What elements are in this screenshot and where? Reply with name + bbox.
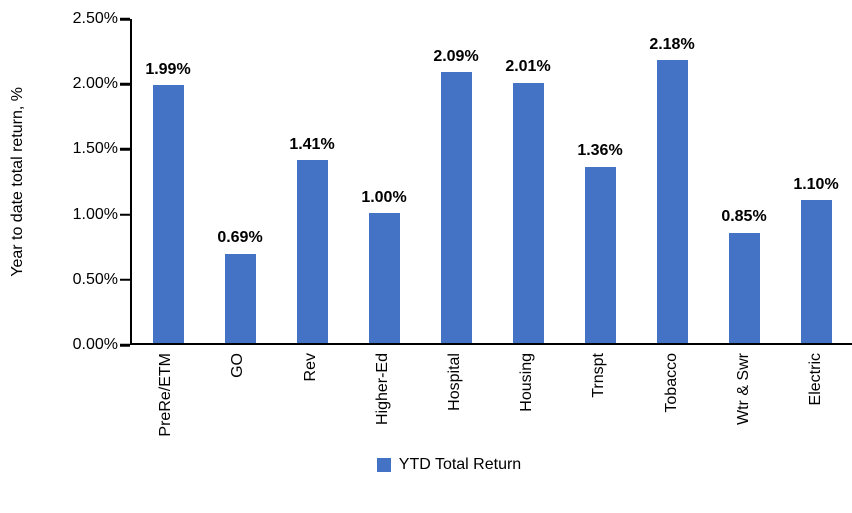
bar [584,166,616,343]
bar-group: 0.85% [708,19,780,343]
y-tick-mark [120,213,130,216]
bar-group: 0.69% [204,19,276,343]
x-label-cell: Housing [491,353,563,412]
y-tick-label: 0.00% [72,336,118,353]
bar-group: 2.09% [420,19,492,343]
x-label-cell: Electric [780,353,852,405]
bar-data-label: 0.69% [217,228,263,246]
bar [656,60,688,343]
bar-group: 1.36% [564,19,636,343]
bar-data-label: 2.18% [649,35,695,53]
y-tick-mark [120,82,130,86]
bar-data-label: 2.01% [505,57,551,75]
y-tick-label: 0.50% [72,270,118,288]
x-label-cell: Rev [274,353,346,381]
y-tick-label: 2.00% [72,75,118,93]
x-label-cell: Tobacco [635,353,707,413]
bar-group: 2.01% [492,19,564,343]
bar [224,253,256,343]
bar-data-label: 0.85% [721,208,767,226]
y-tick-mark [120,148,130,151]
x-category-label: GO [229,353,247,378]
bar-group: 1.00% [348,19,420,343]
bar-data-label: 1.99% [145,60,191,78]
x-axis-labels: PreRe/ETM GO Rev Higher-Ed Hospital Housing Tr… [130,353,852,437]
bar-data-label: 1.41% [289,135,335,153]
legend-label: YTD Total Return [398,456,522,473]
x-category-label: Electric [806,353,824,406]
y-axis-title: Year to date total return, % [9,87,26,277]
bar-data-label: 1.10% [793,175,839,193]
x-category-label: Housing [518,353,536,412]
bar [152,85,184,343]
bars-container: 1.99% 0.69% 1.41% 1.00% 2.09% 2.01% 1.36% 2.18%… [132,19,852,343]
x-category-label: Wtr & Swr [734,353,752,425]
y-axis-title-container: Year to date total return, % [2,19,34,345]
x-label-cell: Trnspt [563,353,635,398]
y-tick-label: 1.50% [72,140,118,158]
bar-group: 1.41% [276,19,348,343]
y-tick-label: 2.50% [72,10,118,27]
bar [296,160,328,343]
x-label-cell: PreRe/ETM [130,353,202,437]
x-category-label: Tobacco [662,353,680,413]
bar-data-label: 2.09% [433,47,479,65]
y-tick-mark [120,343,130,347]
bar-data-label: 1.36% [577,142,623,160]
plot-area: 1.99% 0.69% 1.41% 1.00% 2.09% 2.01% 1.36% 2.18%… [130,19,852,345]
bar [512,82,544,343]
bar-group: 1.99% [132,19,204,343]
y-tick-mark [120,278,130,282]
x-category-label: Trnspt [590,353,608,398]
bar-data-label: 1.00% [361,188,407,206]
bar-group: 2.18% [636,19,708,343]
x-label-cell: Higher-Ed [347,353,419,425]
bar-group: 1.10% [780,19,852,343]
bar [728,232,760,343]
x-category-label: Hospital [445,353,463,411]
x-category-label: Rev [301,353,319,382]
legend-swatch-icon [376,458,391,472]
x-category-label: PreRe/ETM [157,353,175,437]
x-category-label: Higher-Ed [373,353,391,426]
y-tick-mark [120,17,130,21]
bar [368,213,400,343]
legend: YTD Total Return [0,456,852,474]
x-label-cell: Hospital [419,353,491,411]
x-label-cell: Wtr & Swr [708,353,780,425]
bar [800,200,832,343]
bar [440,72,472,343]
y-tick-label: 1.00% [72,205,118,223]
x-label-cell: GO [202,353,274,378]
